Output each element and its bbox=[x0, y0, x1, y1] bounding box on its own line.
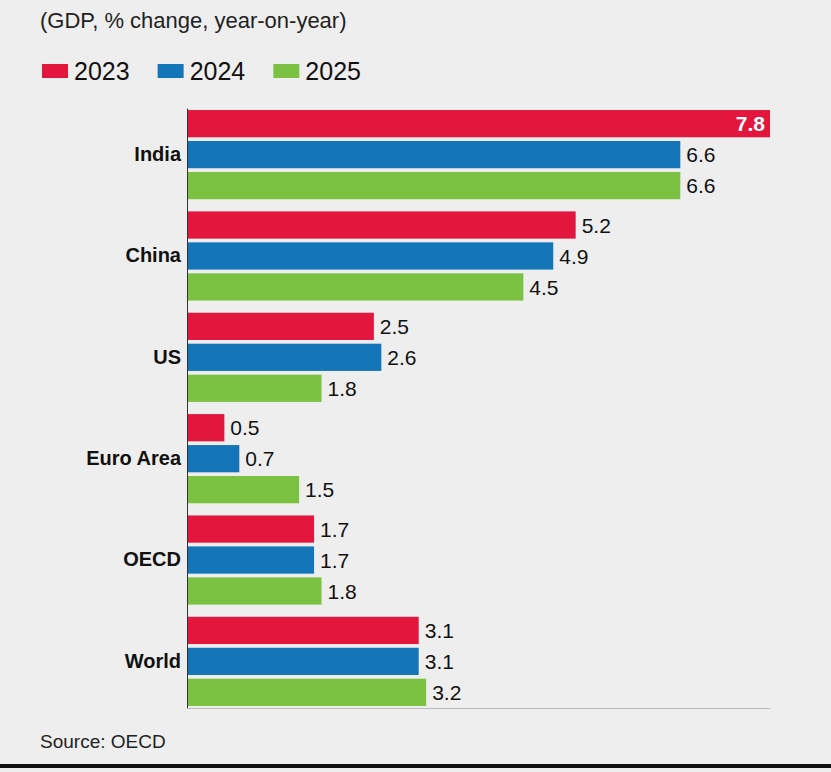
bar bbox=[187, 414, 224, 441]
data-label: 3.1 bbox=[425, 619, 454, 642]
legend-swatch bbox=[42, 64, 68, 78]
legend-label: 2024 bbox=[190, 57, 246, 85]
data-label: 1.8 bbox=[328, 377, 357, 400]
chart: (GDP, % change, year-on-year)20232024202… bbox=[0, 0, 831, 772]
x-axis-line bbox=[188, 708, 771, 709]
bar bbox=[187, 242, 553, 269]
data-label: 0.7 bbox=[245, 447, 274, 470]
bar bbox=[187, 445, 239, 472]
bar bbox=[187, 313, 374, 340]
bar bbox=[187, 515, 314, 542]
bar bbox=[187, 546, 314, 573]
y-tick: China bbox=[125, 244, 187, 266]
bar bbox=[187, 172, 680, 199]
y-tick-label: Euro Area bbox=[86, 447, 182, 469]
bar bbox=[187, 577, 322, 604]
data-label: 6.6 bbox=[686, 143, 715, 166]
y-tick-label: China bbox=[125, 244, 181, 266]
data-label: 1.7 bbox=[320, 549, 349, 572]
y-axis-line bbox=[187, 109, 188, 709]
data-label: 6.6 bbox=[686, 174, 715, 197]
y-tick: Euro Area bbox=[86, 447, 187, 469]
legend-swatch bbox=[273, 64, 299, 78]
data-labels: 7.8 5.2 2.5 0.5 1.7 3.1 6.6 4.9 2.6 0.7 1.7 3.1 6.6 4… bbox=[230, 112, 765, 704]
y-tick-label: World bbox=[125, 650, 181, 672]
bar bbox=[187, 617, 419, 644]
x-axis bbox=[188, 708, 771, 709]
bar bbox=[187, 110, 770, 137]
bar bbox=[187, 375, 322, 402]
data-label: 4.9 bbox=[559, 245, 588, 268]
y-tick: India bbox=[134, 143, 187, 165]
bar bbox=[187, 141, 680, 168]
legend-label: 2023 bbox=[74, 57, 130, 85]
y-axis: India China US Euro Area OECD World bbox=[86, 109, 187, 709]
legend-label: 2025 bbox=[305, 57, 361, 85]
y-tick: World bbox=[125, 650, 187, 672]
data-label: 1.7 bbox=[320, 518, 349, 541]
background bbox=[0, 0, 831, 772]
bar bbox=[187, 273, 523, 300]
data-label: 1.8 bbox=[328, 580, 357, 603]
data-label: 1.5 bbox=[305, 478, 334, 501]
data-label: 2.6 bbox=[387, 346, 416, 369]
y-tick-label: US bbox=[153, 346, 181, 368]
bar bbox=[187, 679, 426, 706]
legend-swatch bbox=[158, 64, 184, 78]
y-tick-label: India bbox=[134, 143, 182, 165]
bottom-rule bbox=[0, 764, 831, 768]
y-tick: OECD bbox=[123, 548, 187, 570]
data-label: 3.1 bbox=[425, 650, 454, 673]
bar bbox=[187, 344, 381, 371]
data-label: 2.5 bbox=[380, 315, 409, 338]
bars bbox=[187, 110, 770, 706]
bar bbox=[187, 211, 576, 238]
data-label: 7.8 bbox=[736, 112, 766, 135]
subtitle: (GDP, % change, year-on-year) bbox=[40, 8, 347, 33]
data-label: 0.5 bbox=[230, 416, 259, 439]
bar bbox=[187, 476, 299, 503]
source: Source: OECD bbox=[40, 731, 166, 752]
data-label: 5.2 bbox=[582, 214, 611, 237]
legend: 2023 2024 2025 bbox=[42, 57, 361, 85]
bar bbox=[187, 648, 419, 675]
y-tick-label: OECD bbox=[123, 548, 181, 570]
data-label: 4.5 bbox=[529, 276, 558, 299]
data-label: 3.2 bbox=[432, 681, 461, 704]
y-tick: US bbox=[153, 346, 187, 368]
